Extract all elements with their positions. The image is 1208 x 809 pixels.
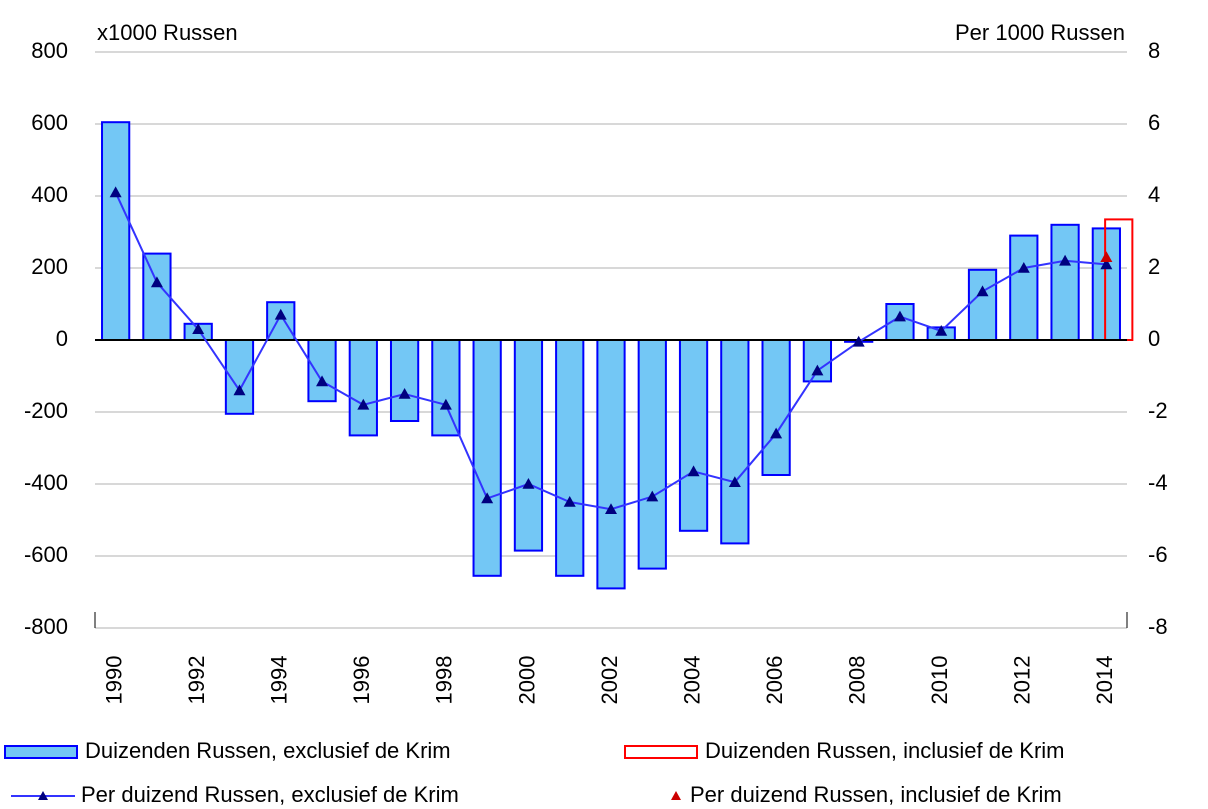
y2-tick-label: 2 bbox=[1148, 254, 1160, 279]
bar bbox=[266, 301, 296, 342]
x-tick-label: 2008 bbox=[844, 656, 869, 705]
x-tick-label: 2000 bbox=[514, 656, 539, 705]
line-marker bbox=[935, 325, 948, 336]
x-tick-label: 1996 bbox=[349, 656, 374, 705]
y-tick-label: 400 bbox=[31, 182, 68, 207]
bar bbox=[596, 339, 626, 590]
bar bbox=[1009, 234, 1039, 342]
legend-label: Per duizend Russen, exclusief de Krim bbox=[81, 782, 459, 807]
y2-tick-label: -6 bbox=[1148, 542, 1168, 567]
y2-tick-label: 6 bbox=[1148, 110, 1160, 135]
bar bbox=[389, 339, 420, 422]
x-tick-label: 1998 bbox=[432, 656, 457, 705]
legend-label: Per duizend Russen, inclusief de Krim bbox=[690, 782, 1062, 807]
y-tick-label: -600 bbox=[24, 542, 68, 567]
bar bbox=[761, 339, 791, 476]
x-tick-label: 2002 bbox=[597, 656, 622, 705]
line-marker bbox=[192, 323, 205, 334]
bar bbox=[720, 339, 750, 545]
y2-tick-label: -4 bbox=[1148, 470, 1168, 495]
y2-tick-label: 8 bbox=[1148, 38, 1160, 63]
line-marker bbox=[109, 186, 122, 198]
bar bbox=[513, 339, 544, 552]
line-marker bbox=[687, 465, 700, 477]
y2-tick-label: -8 bbox=[1148, 614, 1168, 639]
line-marker bbox=[522, 478, 535, 489]
line-marker bbox=[398, 388, 411, 399]
x-tick-label: 2006 bbox=[762, 656, 787, 705]
y2-tick-label: 4 bbox=[1148, 182, 1160, 207]
line-marker bbox=[1059, 254, 1072, 266]
bar bbox=[967, 268, 998, 341]
line-marker bbox=[728, 476, 741, 487]
line-marker bbox=[646, 490, 659, 502]
bar bbox=[678, 339, 709, 532]
line-marker bbox=[274, 308, 287, 320]
line-marker bbox=[563, 496, 576, 507]
x-tick-label: 1990 bbox=[101, 656, 126, 705]
bar bbox=[431, 339, 461, 437]
marker bbox=[1100, 251, 1113, 262]
line-marker bbox=[357, 398, 370, 410]
bar bbox=[101, 121, 131, 341]
y2-tick-label: 0 bbox=[1148, 326, 1160, 351]
legend-label: Duizenden Russen, inclusief de Krim bbox=[705, 738, 1065, 763]
legend-swatch bbox=[624, 745, 698, 759]
x-tick-label: 2014 bbox=[1092, 656, 1117, 705]
line-marker bbox=[439, 398, 452, 410]
bar bbox=[1091, 227, 1121, 341]
x-tick-label: 1994 bbox=[267, 656, 292, 705]
x-tick-label: 2004 bbox=[679, 656, 704, 705]
y-tick-label: 0 bbox=[56, 326, 68, 351]
line-marker bbox=[852, 335, 865, 347]
legend-swatch bbox=[4, 745, 78, 759]
line-marker bbox=[150, 276, 163, 288]
line-marker bbox=[233, 384, 246, 396]
y2-tick-label: -2 bbox=[1148, 398, 1168, 423]
line-marker bbox=[770, 427, 783, 439]
legend-swatch bbox=[671, 791, 681, 800]
line-marker bbox=[811, 364, 824, 376]
bar bbox=[348, 339, 378, 437]
line-marker bbox=[1100, 258, 1113, 270]
y-tick-label: 800 bbox=[31, 38, 68, 63]
bar bbox=[637, 339, 667, 570]
y-tick-label: -800 bbox=[24, 614, 68, 639]
bar bbox=[142, 252, 172, 342]
bar bbox=[307, 339, 337, 403]
y-axis-title: x1000 Russen bbox=[97, 20, 238, 45]
x-tick-label: 2012 bbox=[1010, 656, 1035, 705]
y-tick-label: 200 bbox=[31, 254, 68, 279]
bar bbox=[472, 339, 502, 577]
line-marker bbox=[976, 285, 989, 297]
bar bbox=[555, 339, 585, 577]
bar bbox=[1050, 223, 1080, 341]
line-marker bbox=[893, 310, 906, 322]
y2-axis-title: Per 1000 Russen bbox=[955, 20, 1125, 45]
y-tick-label: -400 bbox=[24, 470, 68, 495]
x-tick-label: 2010 bbox=[927, 656, 952, 705]
line-marker bbox=[316, 375, 329, 387]
line-marker bbox=[1017, 262, 1030, 273]
y-tick-label: -200 bbox=[24, 398, 68, 423]
line-marker bbox=[481, 492, 494, 504]
y-tick-label: 600 bbox=[31, 110, 68, 135]
x-tick-label: 1992 bbox=[184, 656, 209, 705]
line-marker bbox=[605, 503, 617, 514]
legend-label: Duizenden Russen, exclusief de Krim bbox=[85, 738, 451, 763]
legend-swatch bbox=[38, 791, 48, 800]
